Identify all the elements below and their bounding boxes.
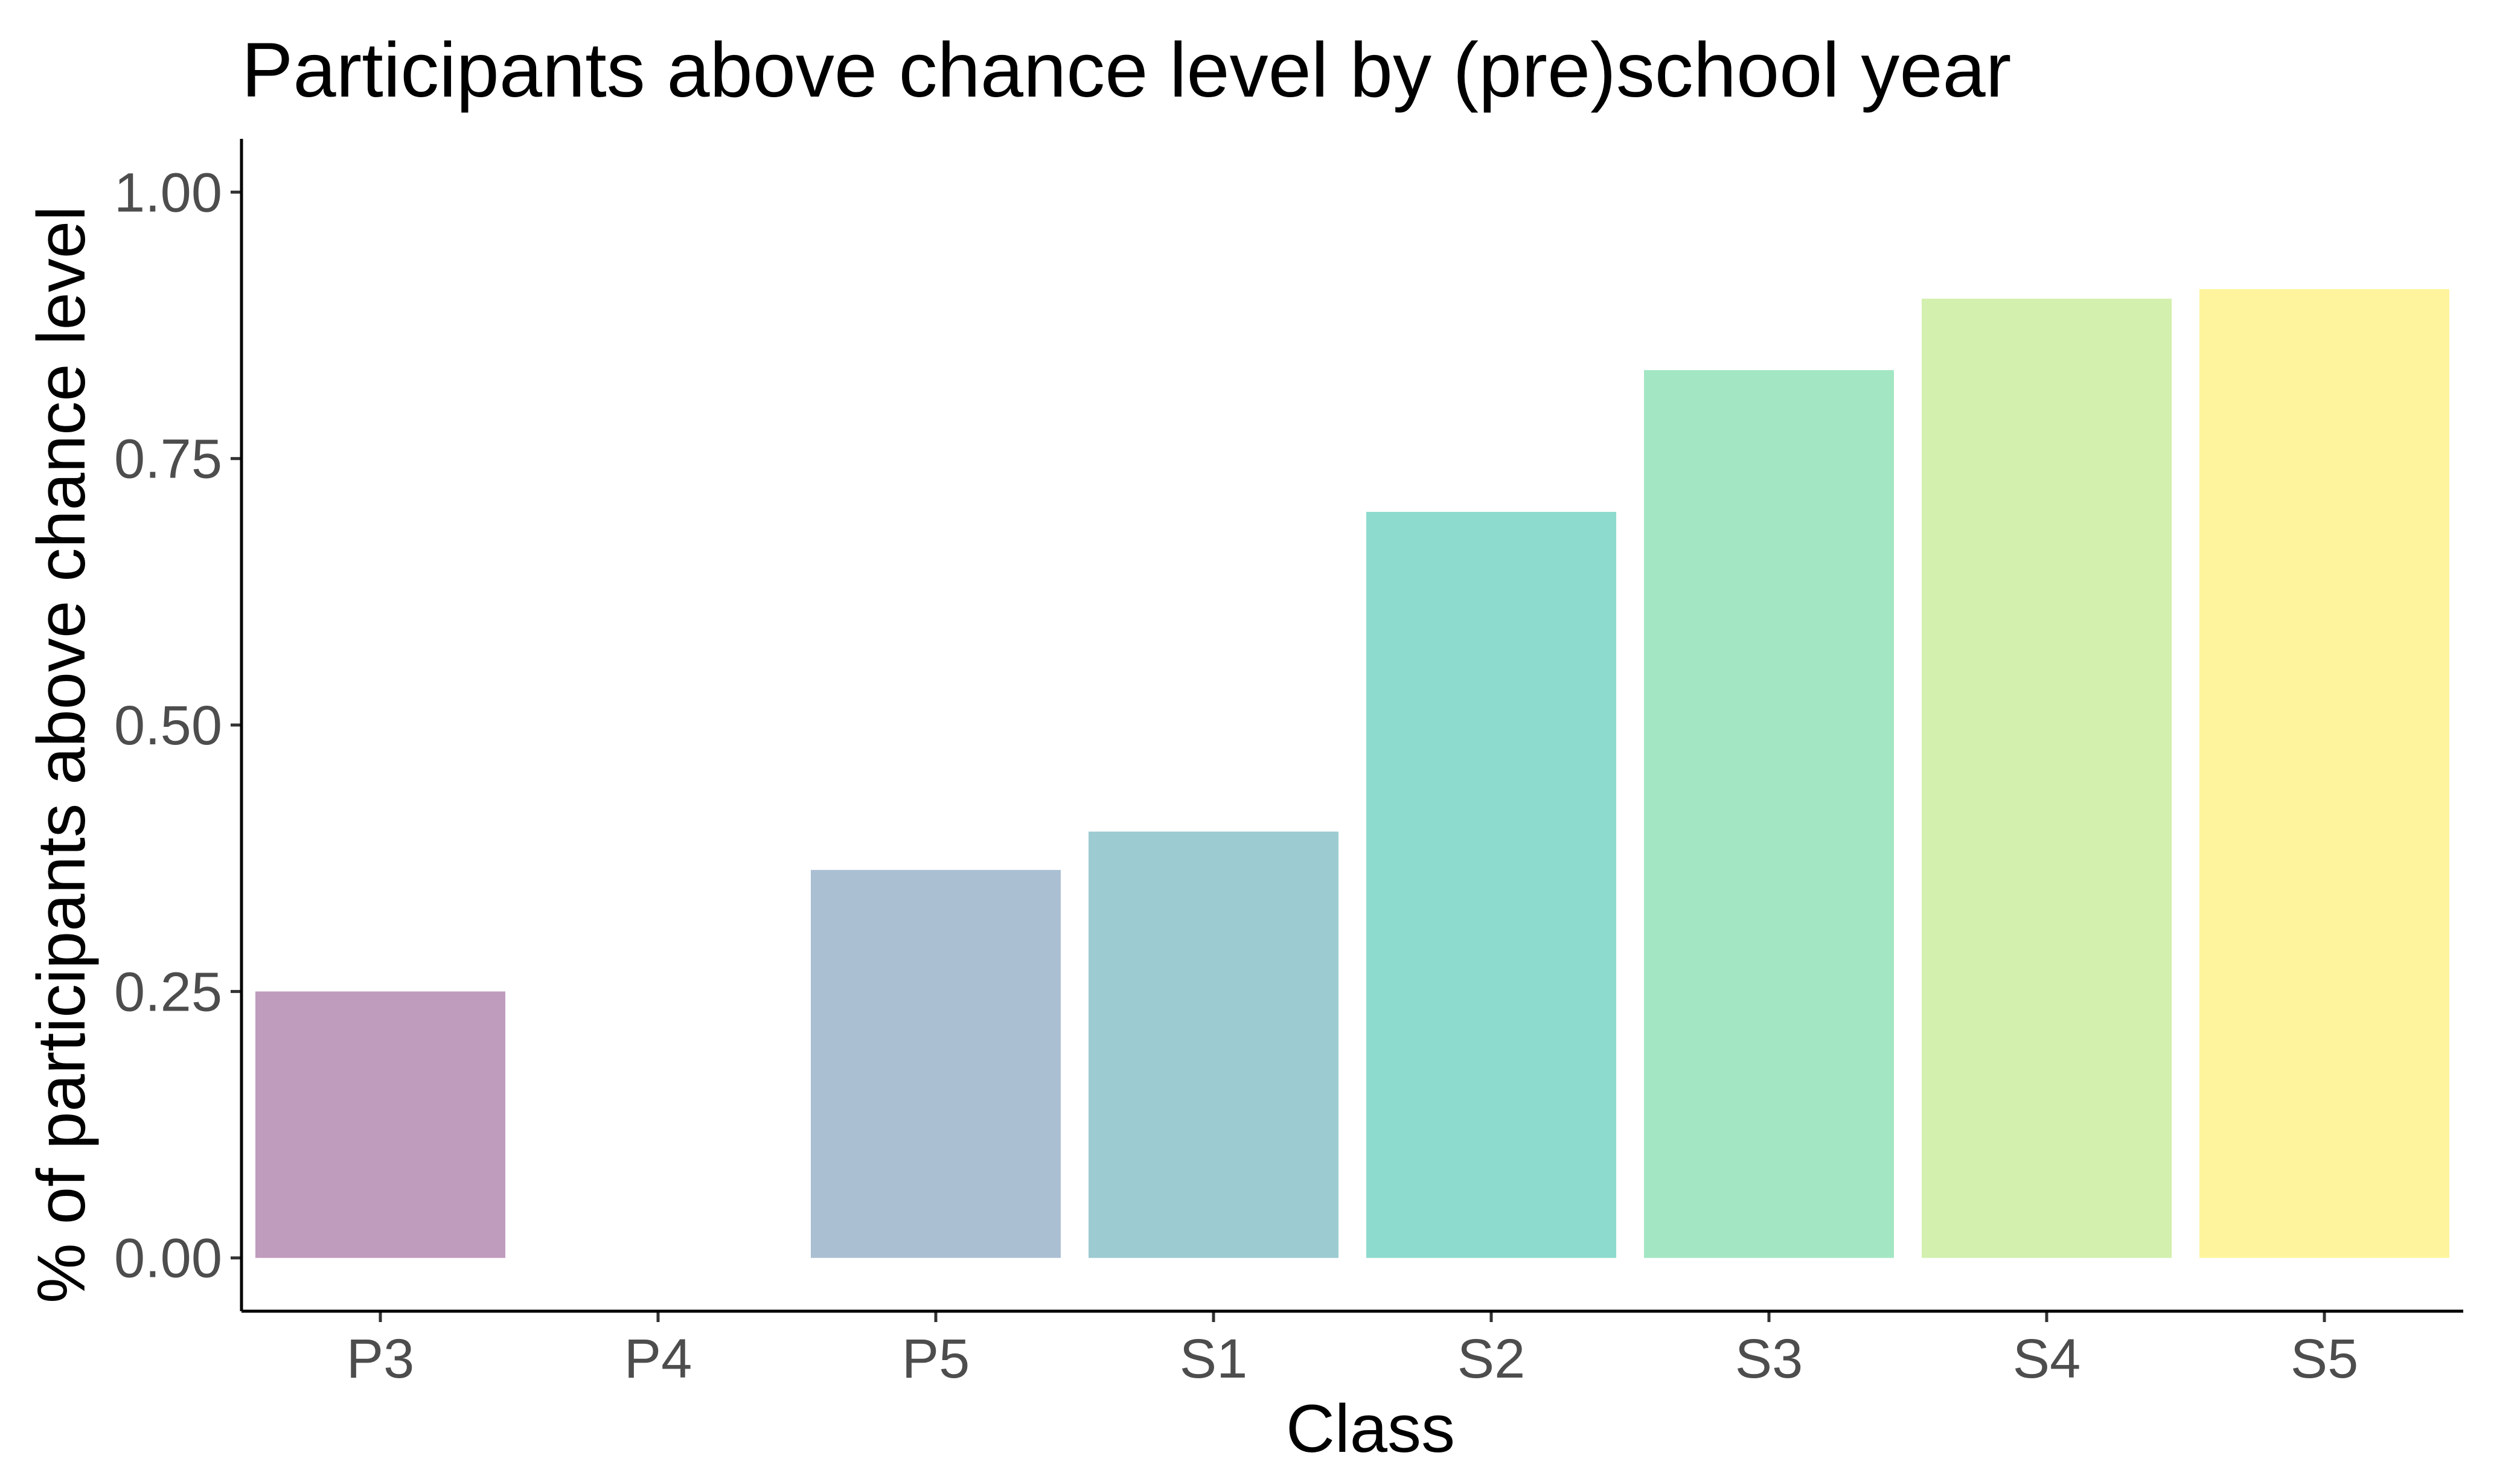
x-tick-label: S2 (1457, 1328, 1526, 1390)
y-tick-label: 0.00 (114, 1228, 222, 1289)
x-axis-title: Class (1286, 1391, 1455, 1466)
bar-p5 (811, 870, 1061, 1258)
bar-s2 (1366, 511, 1616, 1258)
bar-p3 (255, 991, 505, 1258)
y-tick-label: 0.25 (114, 961, 222, 1023)
x-tick-label: S3 (1735, 1328, 1803, 1390)
y-tick-label: 1.00 (114, 162, 222, 223)
x-tick-label: P4 (624, 1328, 692, 1390)
chart-title: Participants above chance level by (pre)… (241, 27, 2011, 113)
y-tick-label: 0.75 (114, 429, 222, 490)
x-tick-label: P3 (347, 1328, 415, 1390)
y-axis-title: % of participants above chance level (24, 206, 99, 1303)
x-tick-label: S4 (2013, 1328, 2081, 1390)
y-tick-label: 0.50 (114, 695, 222, 756)
bar-s3 (1644, 370, 1894, 1258)
bar-s4 (1922, 298, 2172, 1258)
bar-s1 (1089, 831, 1338, 1258)
bar-s5 (2199, 289, 2449, 1258)
x-tick-label: S5 (2291, 1328, 2359, 1390)
x-tick-label: S1 (1180, 1328, 1248, 1390)
x-tick-label: P5 (902, 1328, 970, 1390)
